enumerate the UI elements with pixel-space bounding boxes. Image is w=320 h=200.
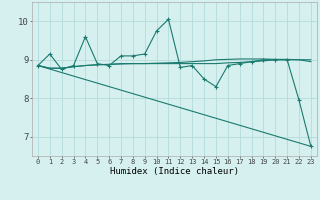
X-axis label: Humidex (Indice chaleur): Humidex (Indice chaleur)	[110, 167, 239, 176]
